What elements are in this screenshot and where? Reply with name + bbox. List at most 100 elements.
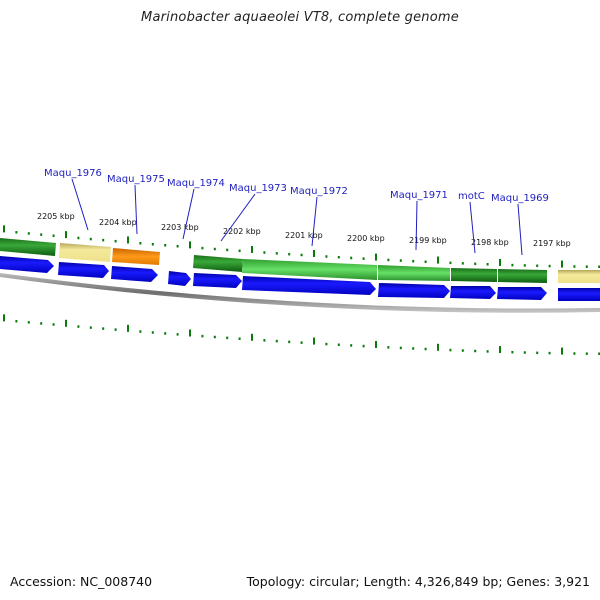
cds-arrow (111, 266, 158, 282)
minor-tick (226, 336, 229, 340)
minor-tick (461, 349, 464, 352)
minor-tick (27, 232, 30, 235)
minor-tick (15, 231, 18, 234)
minor-tick (176, 333, 179, 336)
major-tick (499, 258, 501, 266)
minor-tick (213, 247, 216, 251)
minor-tick (449, 348, 452, 352)
minor-tick (151, 243, 154, 246)
minor-tick (213, 335, 216, 339)
gene-label-maqu-1973[interactable]: Maqu_1973 (229, 183, 287, 194)
minor-tick (275, 252, 278, 255)
gene-label-maqu-1971[interactable]: Maqu_1971 (390, 190, 448, 201)
cds-arrow (58, 262, 109, 278)
minor-tick (424, 260, 427, 264)
kbp-label: 2198 kbp (471, 238, 509, 247)
minor-tick (201, 334, 204, 338)
minor-tick (102, 327, 105, 330)
gene-label-maqu-1969[interactable]: Maqu_1969 (491, 193, 549, 204)
minor-tick (424, 347, 427, 351)
minor-tick (77, 236, 80, 240)
genome-summary-text: Topology: circular; Length: 4,326,849 bp… (246, 574, 590, 589)
gene-label-motc[interactable]: motC (458, 191, 485, 202)
kbp-label: 2197 kbp (533, 239, 571, 248)
minor-tick (598, 265, 600, 268)
minor-tick (337, 343, 340, 347)
gene-label-maqu-1976[interactable]: Maqu_1976 (44, 168, 102, 179)
minor-tick (89, 326, 92, 329)
minor-tick (164, 332, 167, 335)
minor-tick (474, 262, 477, 266)
minor-tick (114, 328, 117, 331)
minor-tick (536, 264, 539, 268)
minor-tick (585, 352, 588, 355)
minor-tick (412, 259, 415, 263)
minor-tick (164, 243, 167, 247)
minor-tick (350, 344, 353, 347)
cds-arrow (168, 271, 191, 286)
minor-tick (288, 340, 291, 344)
minor-tick (362, 257, 365, 260)
minor-tick (523, 351, 526, 354)
minor-tick (486, 263, 489, 266)
minor-tick (288, 252, 291, 256)
genome-backbone (0, 273, 600, 313)
minor-tick (511, 263, 514, 267)
major-tick (561, 347, 563, 355)
minor-tick (412, 347, 415, 350)
cds-track (0, 256, 600, 301)
minor-tick (40, 322, 43, 325)
feature-dark-green (498, 269, 547, 283)
major-tick (127, 236, 129, 244)
gene-label-maqu-1972[interactable]: Maqu_1972 (290, 186, 348, 197)
minor-tick (52, 234, 55, 238)
major-tick (251, 245, 253, 253)
feature-dark-green (0, 238, 56, 256)
minor-tick (573, 265, 576, 268)
major-tick (189, 241, 191, 249)
kbp-label: 2199 kbp (409, 236, 447, 245)
kbp-tick-marks (3, 225, 600, 268)
cds-arrow (450, 286, 496, 299)
cds-arrow (497, 287, 547, 300)
minor-tick (300, 253, 303, 257)
major-tick (375, 340, 377, 348)
leader-line (71, 178, 89, 231)
minor-tick (263, 339, 266, 342)
minor-tick (585, 265, 588, 268)
cds-arrow (0, 256, 54, 273)
minor-tick (486, 350, 489, 353)
gene-label-maqu-1975[interactable]: Maqu_1975 (107, 174, 165, 185)
leader-line (415, 200, 418, 251)
major-tick (65, 231, 67, 239)
minor-tick (102, 238, 105, 242)
major-tick (189, 329, 191, 337)
kbp-label: 2202 kbp (223, 227, 261, 236)
minor-tick (15, 319, 18, 323)
feature-tan (558, 270, 600, 283)
accession-text: Accession: NC_008740 (10, 574, 153, 589)
kbp-label: 2203 kbp (161, 223, 199, 232)
cds-arrow (558, 288, 600, 301)
minor-tick (449, 261, 452, 265)
map-title: Marinobacter aquaeolei VT8, complete gen… (141, 10, 459, 25)
minor-tick (176, 244, 179, 248)
minor-tick (139, 241, 142, 245)
kbp-labels: 2205 kbp 2204 kbp 2203 kbp 2202 kbp 2201… (37, 212, 571, 248)
minor-tick (399, 259, 402, 262)
major-tick (437, 343, 439, 351)
major-tick (313, 337, 315, 345)
major-tick (375, 253, 377, 261)
gene-label-maqu-1974[interactable]: Maqu_1974 (167, 178, 225, 189)
minor-tick (461, 262, 464, 265)
minor-tick (52, 323, 55, 326)
feature-light-green (378, 265, 450, 281)
minor-tick (89, 237, 92, 241)
minor-tick (139, 330, 142, 333)
kbp-label: 2204 kbp (99, 218, 137, 227)
minor-tick (362, 344, 365, 348)
gene-labels: Maqu_1976 Maqu_1975 Maqu_1974 Maqu_1973 … (44, 168, 549, 204)
minor-tick (40, 233, 43, 236)
minor-tick (201, 246, 204, 250)
minor-tick (474, 349, 477, 353)
